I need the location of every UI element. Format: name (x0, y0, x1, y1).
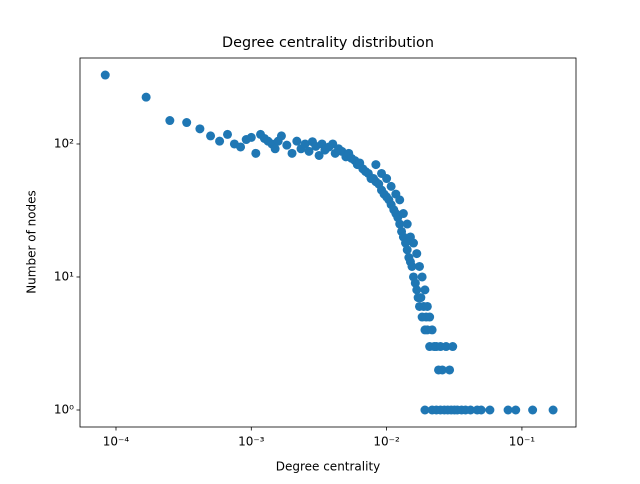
scatter-point (417, 272, 427, 282)
scatter-point (287, 148, 297, 158)
plot-frame (79, 57, 577, 428)
scatter-point (414, 261, 424, 271)
scatter-point (441, 342, 451, 352)
scatter-point (398, 209, 408, 219)
scatter-point (100, 70, 110, 80)
scatter-point (270, 144, 280, 154)
scatter-point (292, 136, 302, 146)
scatter-point (251, 148, 261, 158)
scatter-point (236, 142, 246, 152)
scatter-point (223, 129, 233, 139)
x-tick-label: 10⁻¹ (509, 435, 536, 449)
scatter-point (476, 405, 486, 415)
scatter-point (485, 405, 495, 415)
y-tick-label: 10¹ (54, 269, 74, 283)
scatter-point (427, 325, 437, 335)
scatter-point (386, 181, 396, 191)
scatter-point (425, 312, 435, 322)
scatter-point (412, 249, 422, 259)
scatter-point (246, 132, 256, 142)
scatter-point (282, 140, 292, 150)
scatter-point (408, 238, 418, 248)
scatter-point (395, 195, 405, 205)
scatter-point (300, 139, 310, 149)
x-axis-label: Degree centrality (276, 460, 381, 474)
scatter-point (314, 150, 324, 160)
x-tick-label: 10⁻⁴ (103, 435, 130, 449)
scatter-point (466, 405, 476, 415)
x-tick-label: 10⁻² (373, 435, 400, 449)
scatter-point (407, 261, 417, 271)
scatter-point (276, 131, 286, 141)
scatter-point (410, 278, 420, 288)
scatter-point (215, 136, 225, 146)
scatter-point (412, 285, 422, 295)
scatter-point (371, 160, 381, 170)
scatter-point (402, 219, 412, 229)
scatter-point (141, 92, 151, 102)
scatter-point (437, 365, 447, 375)
scatter-point (528, 405, 538, 415)
scatter-point (448, 342, 458, 352)
scatter-point (422, 301, 432, 311)
x-tick-label: 10⁻³ (238, 435, 265, 449)
scatter-point (304, 146, 314, 156)
scatter-point (206, 131, 216, 141)
scatter-point (195, 124, 205, 134)
scatter-point (420, 405, 430, 415)
chart-title: Degree centrality distribution (222, 35, 434, 51)
scatter-point (548, 405, 558, 415)
y-tick-label: 10⁰ (54, 402, 74, 416)
scatter-point (402, 245, 412, 255)
scatter-point (182, 118, 192, 128)
y-axis-label: Number of nodes (25, 190, 39, 294)
scatter-point (165, 116, 175, 126)
scatter-point (445, 365, 455, 375)
scatter-point (401, 238, 411, 248)
scatter-point (503, 405, 513, 415)
scatter-point (511, 405, 521, 415)
scatter-point (382, 174, 392, 184)
scatter-point (416, 293, 426, 303)
scatter-point (395, 219, 405, 229)
y-tick-label: 10² (54, 136, 74, 150)
scatter-point (420, 285, 430, 295)
